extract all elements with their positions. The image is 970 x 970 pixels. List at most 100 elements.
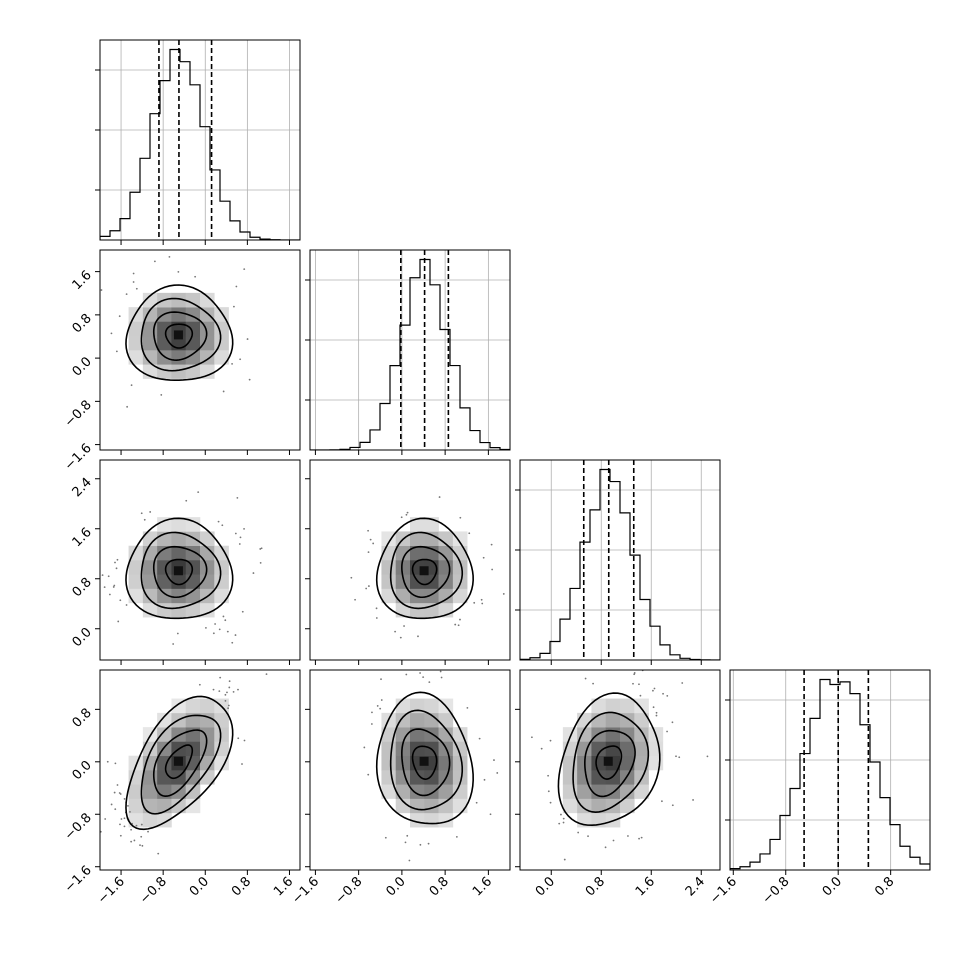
density-cell bbox=[634, 784, 649, 799]
y-tick-label: −0.8 bbox=[62, 398, 95, 431]
scatter-point bbox=[493, 759, 495, 761]
density-cell bbox=[171, 545, 187, 561]
x-tick-label: 2.4 bbox=[683, 874, 708, 899]
density-cell bbox=[214, 755, 229, 771]
density-cell bbox=[214, 545, 229, 561]
scatter-point bbox=[478, 737, 481, 740]
scatter-point bbox=[612, 839, 615, 842]
density-cell bbox=[410, 698, 425, 714]
scatter-point bbox=[653, 687, 656, 690]
scatter-point bbox=[417, 635, 419, 638]
scatter-point bbox=[394, 630, 397, 633]
density-cell bbox=[200, 727, 215, 742]
density-cell bbox=[395, 698, 411, 714]
scatter-point bbox=[380, 678, 382, 681]
contour-level-1 bbox=[411, 745, 438, 780]
density-cell bbox=[142, 574, 158, 589]
scatter-point bbox=[584, 677, 587, 680]
scatter-point bbox=[241, 763, 243, 765]
contour-level-4 bbox=[125, 517, 234, 620]
x-tick-label: 0.8 bbox=[427, 874, 452, 899]
scatter-point bbox=[562, 817, 565, 820]
scatter-point bbox=[115, 350, 118, 353]
scatter-point bbox=[563, 858, 566, 861]
panel-content bbox=[100, 673, 268, 855]
density-peak bbox=[603, 756, 613, 766]
density-cell bbox=[620, 698, 635, 714]
scatter-point bbox=[380, 699, 383, 701]
scatter-point bbox=[239, 358, 242, 361]
density-cell bbox=[410, 812, 425, 828]
scatter-point bbox=[592, 682, 594, 685]
density-cell bbox=[128, 560, 144, 575]
scatter-point bbox=[560, 813, 562, 816]
scatter-point bbox=[135, 287, 138, 290]
density-cell bbox=[424, 602, 439, 618]
x-tick-label: −0.8 bbox=[760, 874, 793, 907]
scatter-point bbox=[194, 275, 197, 278]
density-cell bbox=[562, 727, 578, 742]
x-tick-label: 0.0 bbox=[533, 874, 558, 899]
x-tick-label: 0.0 bbox=[820, 874, 845, 899]
density-cell bbox=[214, 350, 229, 365]
density-cell bbox=[424, 698, 439, 714]
density-cell bbox=[214, 712, 229, 728]
panel-content bbox=[350, 496, 505, 639]
hist-panel-1 bbox=[305, 249, 511, 455]
scatter-point bbox=[706, 755, 709, 758]
density-cell bbox=[171, 574, 187, 589]
density-cell bbox=[157, 588, 172, 604]
density-cell bbox=[395, 798, 411, 814]
scatter-point bbox=[354, 598, 356, 601]
density-cell bbox=[200, 560, 215, 575]
scatter-point bbox=[260, 547, 263, 550]
density-cell bbox=[157, 545, 172, 561]
density-cell bbox=[381, 784, 397, 799]
scatter-point bbox=[375, 607, 378, 610]
density-cell bbox=[200, 292, 215, 308]
contour-level-3 bbox=[572, 711, 650, 813]
contour-level-2 bbox=[401, 728, 451, 797]
scatter-point bbox=[243, 527, 245, 530]
density-cell bbox=[395, 545, 411, 561]
contour-level-3 bbox=[140, 297, 222, 372]
density-cell bbox=[438, 727, 454, 742]
density-cell bbox=[605, 698, 621, 714]
density-cell bbox=[395, 560, 411, 575]
scatter-point bbox=[252, 572, 255, 574]
density-cell bbox=[410, 531, 425, 547]
scatter-point bbox=[172, 643, 175, 645]
density-cell bbox=[591, 798, 607, 814]
density-cell bbox=[634, 755, 649, 771]
density-cell bbox=[591, 770, 607, 785]
scatter-point bbox=[197, 491, 200, 494]
density-cell bbox=[648, 755, 664, 771]
y-tick-label: 0.0 bbox=[70, 625, 95, 650]
panel-content bbox=[530, 670, 709, 861]
density-cell bbox=[634, 727, 649, 742]
scatter-point bbox=[123, 825, 126, 828]
density-cell bbox=[410, 712, 425, 728]
scatter-point bbox=[406, 511, 409, 514]
density-cell bbox=[171, 602, 187, 618]
x-tick-label: −1.6 bbox=[707, 874, 740, 907]
x-tick-label: 1.6 bbox=[633, 874, 658, 899]
density-cell bbox=[452, 560, 468, 575]
scatter-point bbox=[73, 300, 75, 302]
panel-content bbox=[363, 670, 499, 862]
density-cell bbox=[620, 784, 635, 799]
scatter-point bbox=[219, 676, 222, 679]
scatter-point bbox=[440, 676, 443, 679]
scatter-point bbox=[125, 604, 128, 606]
density-cell bbox=[200, 574, 215, 589]
density-cell bbox=[381, 770, 397, 785]
scatter-point bbox=[482, 556, 485, 559]
density-cell bbox=[620, 741, 635, 757]
scatter-point bbox=[428, 681, 431, 684]
density-cell bbox=[171, 292, 187, 308]
scatter-point bbox=[103, 586, 106, 589]
density-cell bbox=[591, 784, 607, 799]
axis-frame bbox=[99, 39, 301, 241]
density-cell bbox=[214, 727, 229, 742]
scatter-point bbox=[112, 586, 115, 588]
